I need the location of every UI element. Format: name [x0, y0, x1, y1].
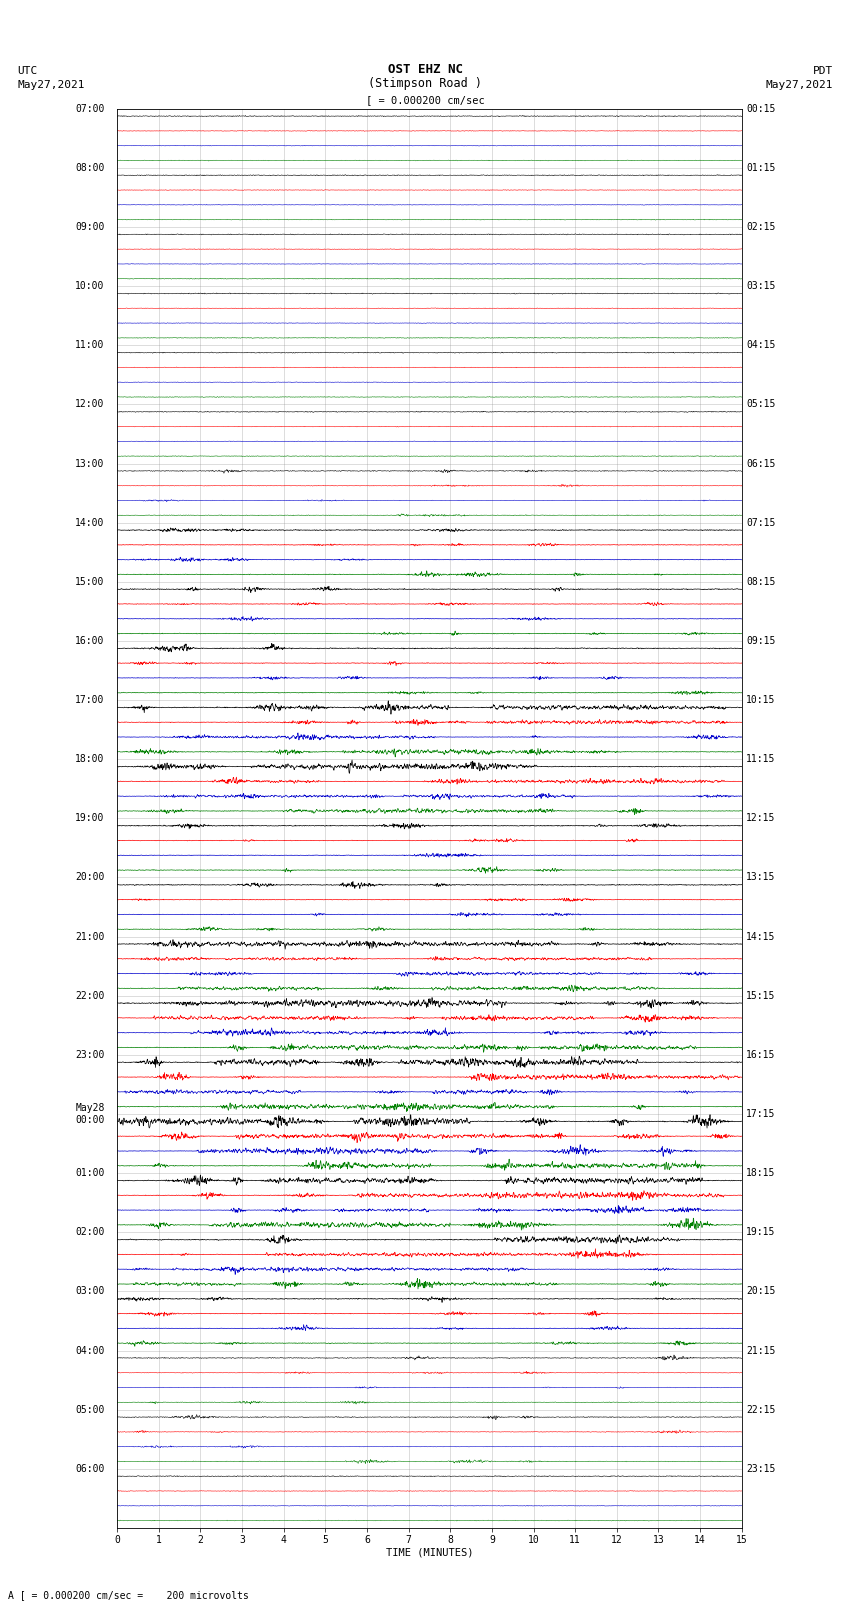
Text: 21:00: 21:00: [75, 932, 105, 942]
Text: 06:15: 06:15: [746, 458, 775, 468]
Text: 09:15: 09:15: [746, 636, 775, 645]
Text: 04:00: 04:00: [75, 1345, 105, 1355]
Text: 18:00: 18:00: [75, 755, 105, 765]
Text: 01:15: 01:15: [746, 163, 775, 173]
Text: 19:00: 19:00: [75, 813, 105, 823]
Text: 02:15: 02:15: [746, 223, 775, 232]
Text: 11:15: 11:15: [746, 755, 775, 765]
Text: 17:00: 17:00: [75, 695, 105, 705]
Text: 10:00: 10:00: [75, 281, 105, 290]
Text: 23:00: 23:00: [75, 1050, 105, 1060]
Text: 13:15: 13:15: [746, 873, 775, 882]
Text: 08:00: 08:00: [75, 163, 105, 173]
Text: 17:15: 17:15: [746, 1110, 775, 1119]
Text: 10:15: 10:15: [746, 695, 775, 705]
Text: 18:15: 18:15: [746, 1168, 775, 1177]
Text: 20:15: 20:15: [746, 1287, 775, 1297]
Text: 19:15: 19:15: [746, 1227, 775, 1237]
Text: May27,2021: May27,2021: [766, 81, 833, 90]
Text: 16:15: 16:15: [746, 1050, 775, 1060]
Text: (Stimpson Road ): (Stimpson Road ): [368, 77, 482, 90]
Text: 15:00: 15:00: [75, 577, 105, 587]
Text: 03:15: 03:15: [746, 281, 775, 290]
Text: 04:15: 04:15: [746, 340, 775, 350]
Text: 06:00: 06:00: [75, 1465, 105, 1474]
Text: 02:00: 02:00: [75, 1227, 105, 1237]
Text: 12:15: 12:15: [746, 813, 775, 823]
Text: 20:00: 20:00: [75, 873, 105, 882]
Text: 16:00: 16:00: [75, 636, 105, 645]
Text: May28
00:00: May28 00:00: [75, 1103, 105, 1124]
Text: 21:15: 21:15: [746, 1345, 775, 1355]
Text: 14:15: 14:15: [746, 932, 775, 942]
Text: 05:00: 05:00: [75, 1405, 105, 1415]
Text: May27,2021: May27,2021: [17, 81, 84, 90]
Text: PDT: PDT: [813, 66, 833, 76]
Text: 13:00: 13:00: [75, 458, 105, 468]
X-axis label: TIME (MINUTES): TIME (MINUTES): [386, 1548, 473, 1558]
Text: [ = 0.000200 cm/sec: [ = 0.000200 cm/sec: [366, 95, 484, 105]
Text: 11:00: 11:00: [75, 340, 105, 350]
Text: 07:00: 07:00: [75, 103, 105, 113]
Text: 22:15: 22:15: [746, 1405, 775, 1415]
Text: 08:15: 08:15: [746, 577, 775, 587]
Text: 00:15: 00:15: [746, 103, 775, 113]
Text: 12:00: 12:00: [75, 400, 105, 410]
Text: OST EHZ NC: OST EHZ NC: [388, 63, 462, 76]
Text: 15:15: 15:15: [746, 990, 775, 1000]
Text: 22:00: 22:00: [75, 990, 105, 1000]
Text: 09:00: 09:00: [75, 223, 105, 232]
Text: 23:15: 23:15: [746, 1465, 775, 1474]
Text: UTC: UTC: [17, 66, 37, 76]
Text: 07:15: 07:15: [746, 518, 775, 527]
Text: 05:15: 05:15: [746, 400, 775, 410]
Text: 01:00: 01:00: [75, 1168, 105, 1177]
Text: 03:00: 03:00: [75, 1287, 105, 1297]
Text: A [ = 0.000200 cm/sec =    200 microvolts: A [ = 0.000200 cm/sec = 200 microvolts: [8, 1590, 249, 1600]
Text: 14:00: 14:00: [75, 518, 105, 527]
